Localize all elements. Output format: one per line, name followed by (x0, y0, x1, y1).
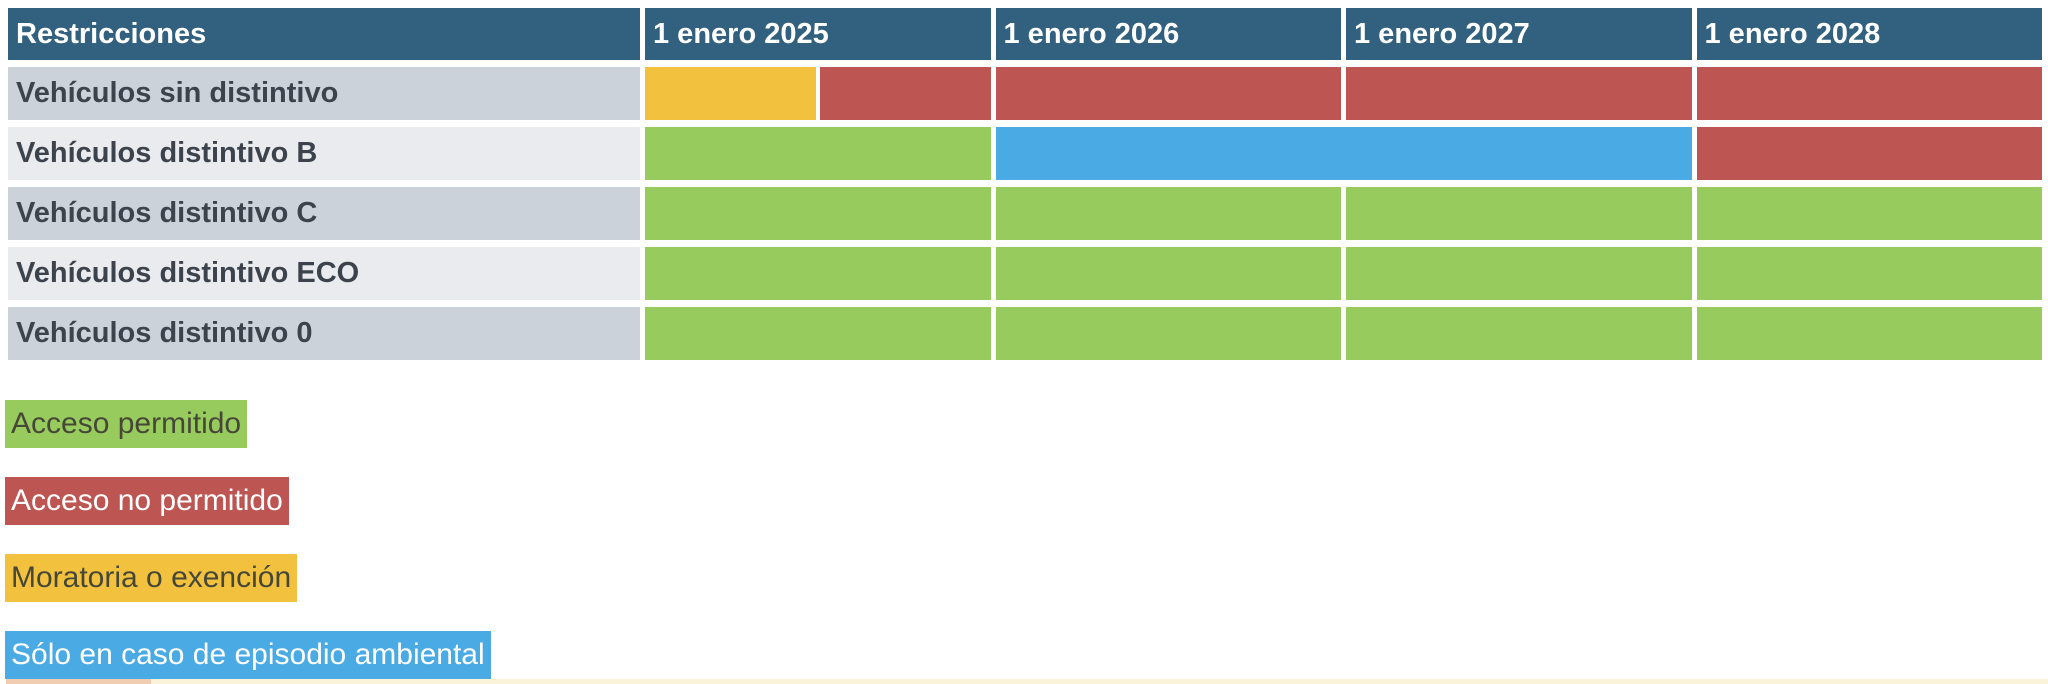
status-permitido (1696, 247, 2042, 300)
status-no-permitido (1696, 127, 2042, 180)
table-header-restricciones: Restricciones (8, 8, 640, 60)
row-label: Vehículos distintivo B (8, 127, 640, 180)
legend-item-moratoria: Moratoria o exención (5, 554, 298, 602)
legend-item-episodio: Sólo en caso de episodio ambiental (5, 631, 491, 679)
status-no-permitido (1696, 67, 2042, 120)
restrictions-table: Restricciones 1 enero 2025 1 enero 2026 … (8, 8, 2042, 360)
status-no-permitido (1346, 67, 1692, 120)
legend: Acceso permitido Acceso no permitido Morat… (5, 400, 491, 679)
bottom-edge-strip (6, 679, 2048, 684)
status-permitido (1346, 307, 1692, 360)
status-permitido (995, 187, 1341, 240)
status-cell-split (645, 67, 991, 120)
legend-item-no-permitido: Acceso no permitido (5, 477, 289, 525)
row-label: Vehículos distintivo 0 (8, 307, 640, 360)
row-label: Vehículos sin distintivo (8, 67, 640, 120)
status-permitido (1696, 187, 2042, 240)
status-permitido (645, 307, 991, 360)
legend-item-permitido: Acceso permitido (5, 400, 248, 448)
status-permitido (645, 187, 991, 240)
status-permitido (1346, 187, 1692, 240)
status-permitido (995, 307, 1341, 360)
table-header-2025: 1 enero 2025 (645, 8, 991, 60)
bottom-edge-strip-left-segment (6, 679, 151, 684)
table-header-2026: 1 enero 2026 (995, 8, 1341, 60)
row-label: Vehículos distintivo ECO (8, 247, 640, 300)
status-no-permitido (995, 67, 1341, 120)
status-permitido (995, 247, 1341, 300)
status-permitido (1346, 247, 1692, 300)
status-moratoria (645, 67, 816, 120)
status-episodio (995, 127, 1692, 180)
table-header-2028: 1 enero 2028 (1696, 8, 2042, 60)
row-label: Vehículos distintivo C (8, 187, 640, 240)
status-permitido (645, 127, 991, 180)
status-no-permitido (819, 67, 991, 120)
status-permitido (1696, 307, 2042, 360)
status-permitido (645, 247, 991, 300)
table-header-2027: 1 enero 2027 (1346, 8, 1692, 60)
